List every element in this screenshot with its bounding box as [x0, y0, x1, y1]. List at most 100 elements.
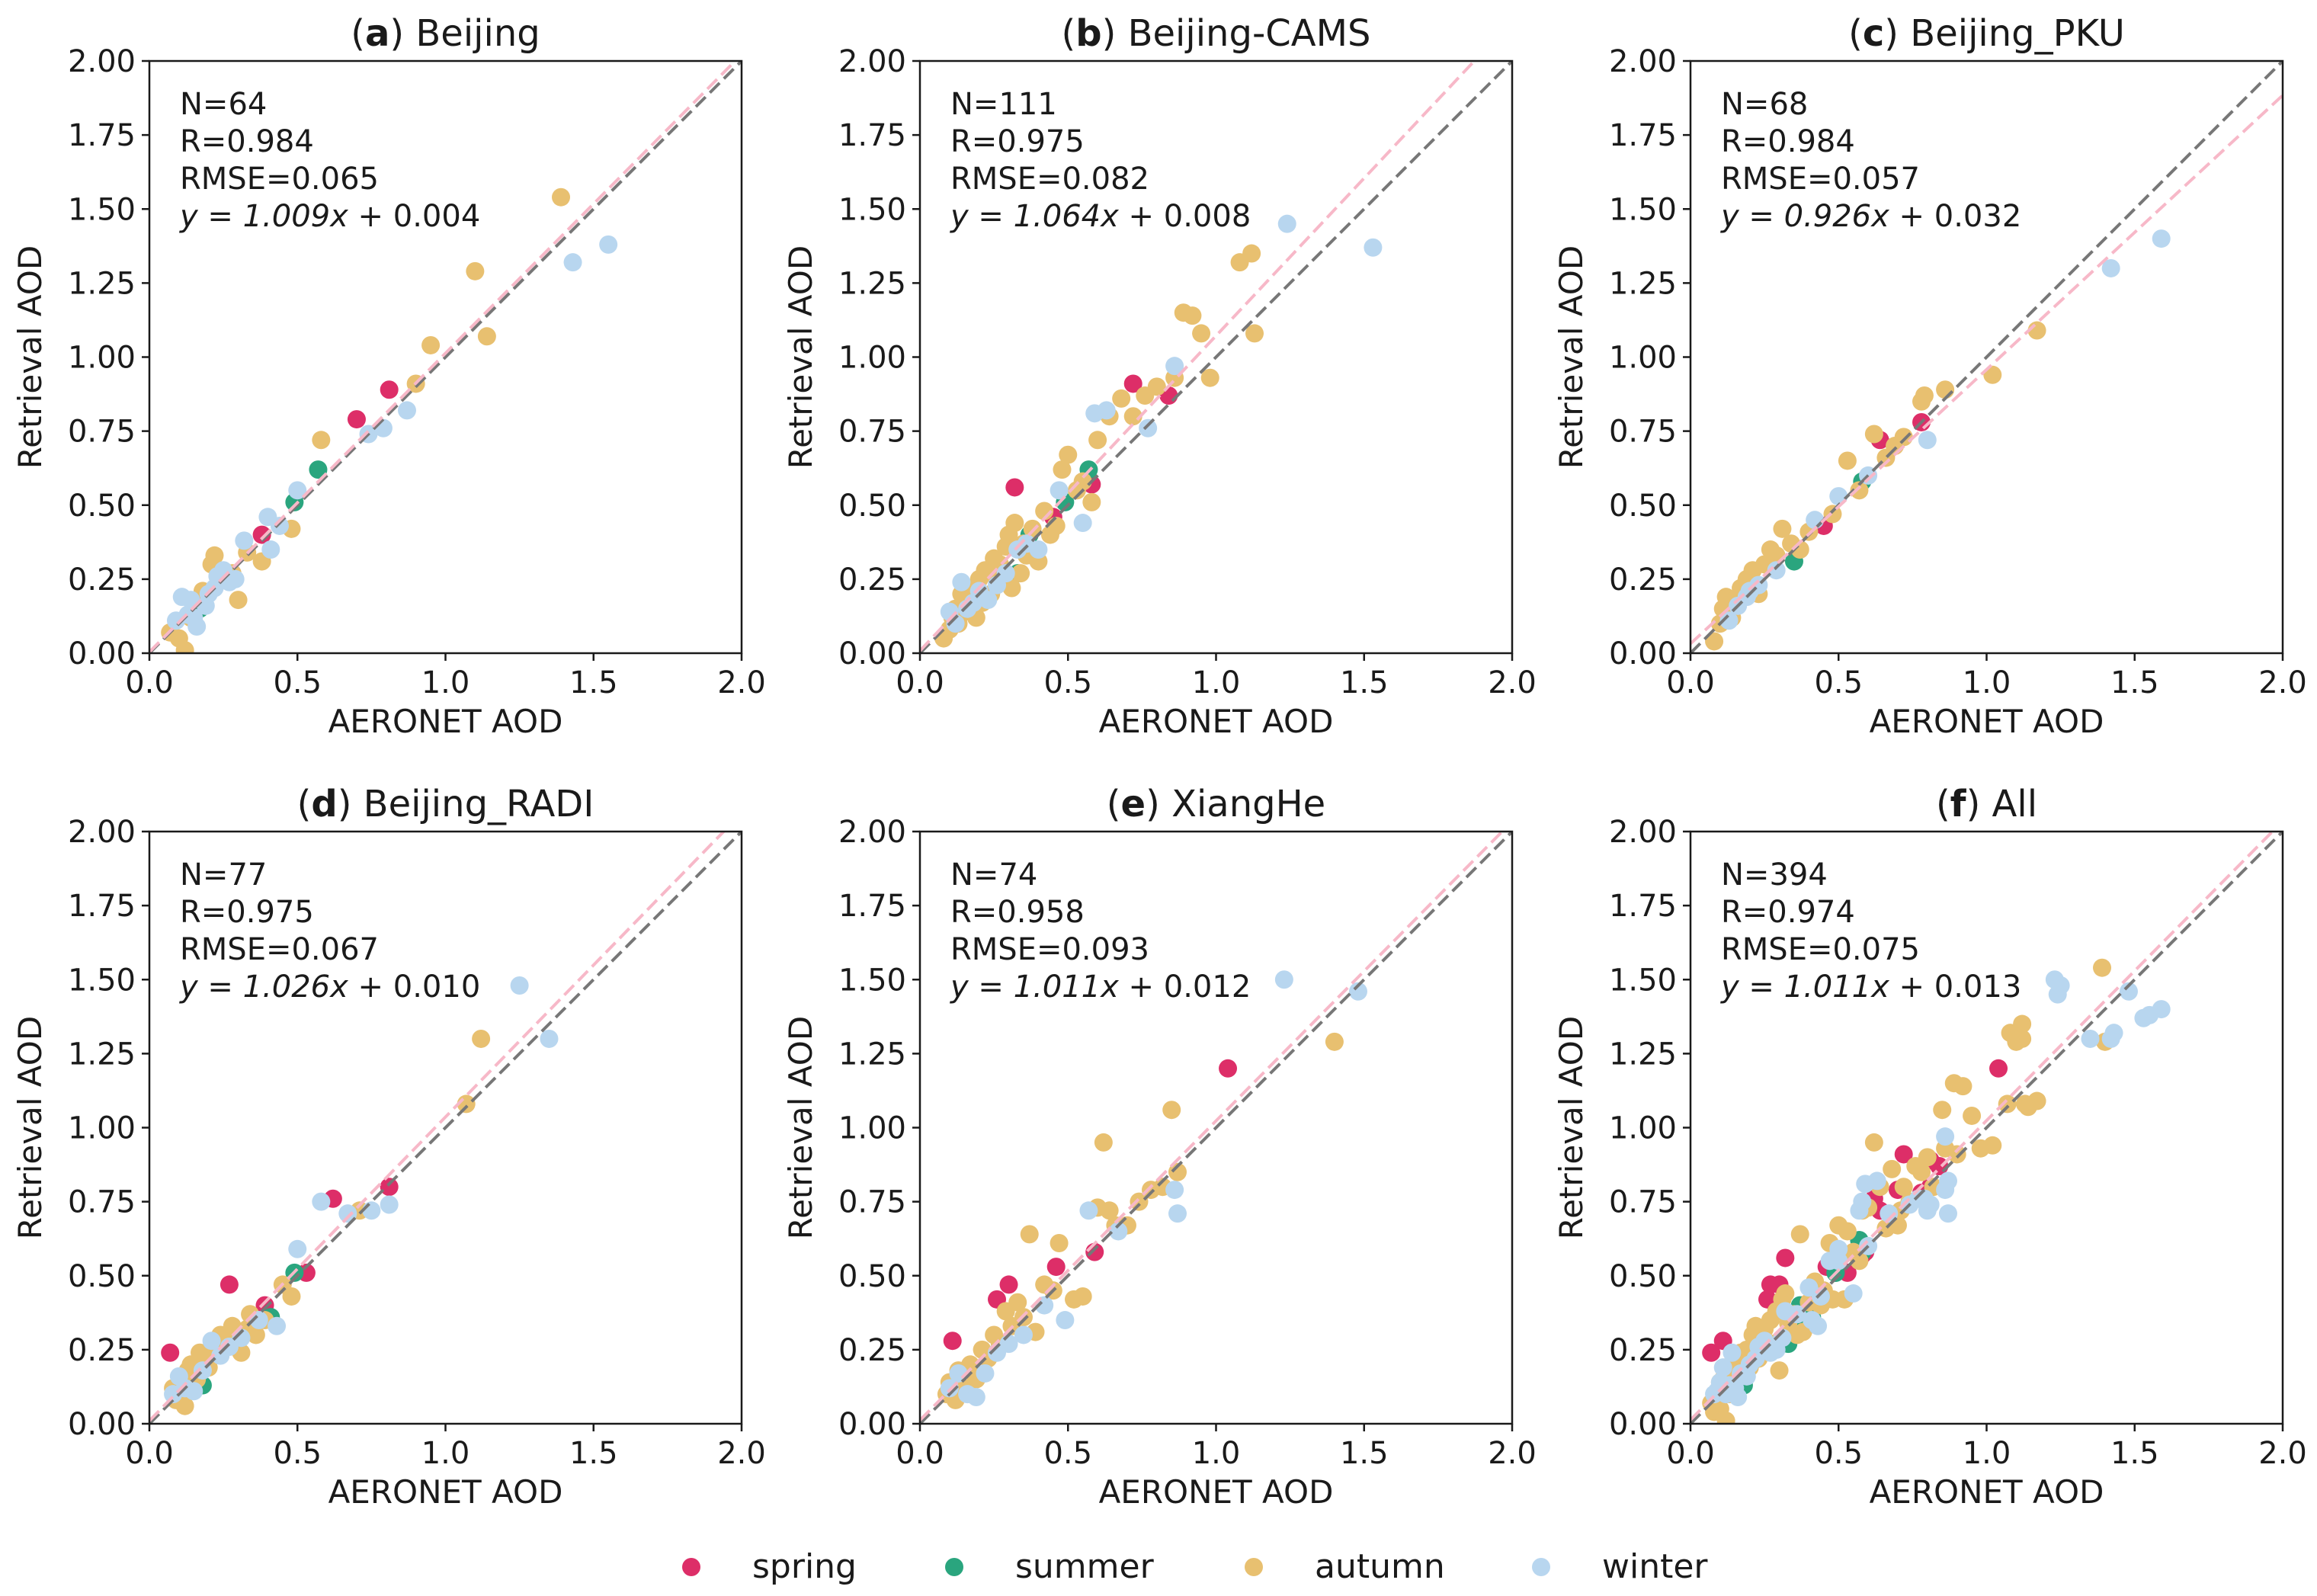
point-autumn: [1918, 1148, 1937, 1167]
x-axis-label: AERONET AOD: [1870, 1473, 2104, 1511]
y-tick-label: 0.25: [68, 562, 136, 598]
y-tick-label: 0.00: [1609, 1407, 1677, 1442]
one-to-one-line: [1690, 832, 2283, 1424]
panel-letter: c: [1863, 12, 1884, 55]
y-tick-label: 1.25: [1609, 266, 1677, 301]
point-autumn: [1094, 1133, 1113, 1152]
fit-equation: y = 1.026x + 0.010: [179, 969, 480, 1005]
y-tick-label: 1.75: [838, 889, 906, 924]
point-spring: [380, 380, 399, 399]
point-autumn: [1046, 516, 1066, 535]
point-autumn: [1192, 324, 1211, 343]
point-spring: [252, 525, 271, 544]
point-spring: [943, 1332, 962, 1351]
point-winter: [235, 531, 254, 550]
x-tick-label: 0.5: [273, 1436, 322, 1471]
y-tick-label: 1.50: [68, 192, 136, 227]
point-winter: [1938, 1171, 1957, 1191]
point-autumn: [205, 546, 224, 565]
point-autumn: [1850, 1251, 1869, 1271]
stat-r: R=0.975: [950, 124, 1085, 159]
panel-site: Beijing: [415, 12, 540, 55]
y-tick-label: 2.00: [838, 44, 906, 79]
x-tick-label: 1.5: [2110, 1436, 2159, 1471]
point-winter: [249, 1311, 268, 1330]
point-winter: [1139, 418, 1158, 437]
y-tick-label: 0.75: [1609, 1185, 1677, 1220]
point-autumn: [1242, 244, 1261, 263]
reference-lines: [920, 832, 1512, 1424]
reference-lines: [149, 61, 742, 653]
point-winter: [1073, 514, 1092, 533]
panel-title: (f) All: [1936, 783, 2037, 825]
panel-site: All: [1992, 783, 2038, 825]
point-autumn: [1850, 481, 1869, 500]
y-tick-label: 0.00: [838, 636, 906, 671]
point-winter: [288, 1239, 307, 1258]
y-tick-label: 1.75: [1609, 889, 1677, 924]
point-winter: [1079, 1201, 1098, 1220]
legend: spring summer autumn winter: [682, 1547, 1708, 1586]
point-winter: [1806, 511, 1825, 530]
x-axis-label: AERONET AOD: [1099, 1473, 1334, 1511]
y-tick-label: 0.50: [838, 489, 906, 524]
x-tick-label: 1.0: [1963, 1436, 2011, 1471]
point-autumn: [1147, 377, 1166, 396]
fit-line: [149, 61, 738, 653]
y-axis-label: Retrieval AOD: [782, 1016, 819, 1239]
point-winter: [1936, 1127, 1955, 1146]
y-tick-label: 0.00: [68, 636, 136, 671]
point-winter: [1029, 540, 1048, 559]
stat-rmse: RMSE=0.067: [180, 932, 379, 967]
point-winter: [996, 564, 1015, 583]
x-tick-label: 0.5: [1043, 1436, 1092, 1471]
y-tick-label: 1.75: [838, 118, 906, 153]
point-autumn: [1838, 1222, 1857, 1241]
point-autumn: [1790, 1225, 1809, 1244]
point-autumn: [312, 431, 331, 450]
point-winter: [1277, 214, 1296, 233]
stat-r: R=0.975: [180, 895, 314, 930]
y-tick-label: 1.00: [68, 1111, 136, 1146]
point-autumn: [1073, 1287, 1092, 1306]
point-autumn: [229, 591, 248, 610]
point-autumn: [1112, 389, 1131, 408]
point-autumn: [1915, 386, 1934, 405]
equation-intercept: + 0.008: [1119, 199, 1251, 234]
y-tick-label: 1.00: [1609, 341, 1677, 376]
point-winter: [2104, 1024, 2123, 1043]
point-autumn: [1776, 1284, 1795, 1303]
fit-line: [1690, 94, 2283, 646]
point-autumn: [1088, 431, 1107, 450]
y-tick-label: 0.50: [68, 489, 136, 524]
x-tick-label: 1.5: [1340, 665, 1389, 700]
point-winter: [540, 1029, 559, 1048]
reference-lines: [920, 61, 1512, 653]
y-axis-label: Retrieval AOD: [1553, 1016, 1590, 1239]
point-winter: [362, 1201, 381, 1220]
x-tick-label: 0.0: [125, 665, 174, 700]
stat-n: N=77: [180, 857, 267, 893]
one-to-one-line: [920, 832, 1512, 1424]
point-winter: [1719, 611, 1739, 630]
fit-line: [149, 832, 726, 1422]
point-autumn: [1082, 492, 1101, 511]
panel-title: (b) Beijing-CAMS: [1062, 12, 1371, 55]
panel-c: (c) Beijing_PKU 0.0 0.5 1.0 1.5 2.0 0.00 0.25 0.…: [1553, 12, 2307, 740]
point-autumn: [1073, 472, 1092, 491]
point-winter: [1938, 1204, 1957, 1223]
point-autumn: [1005, 514, 1024, 533]
fit-equation: y = 1.064x + 0.008: [950, 199, 1251, 234]
one-to-one-line: [920, 61, 1512, 653]
stat-n: N=68: [1721, 87, 1808, 122]
point-spring: [1776, 1248, 1795, 1268]
point-autumn: [1011, 564, 1030, 583]
panel-e: (e) XiangHe 0.0 0.5 1.0 1.5 2.0 0.00 0.25 0.50 0.…: [782, 783, 1537, 1511]
y-tick-label: 1.50: [68, 963, 136, 998]
stat-rmse: RMSE=0.065: [180, 162, 379, 197]
point-winter: [270, 516, 289, 535]
equation-intercept: + 0.010: [348, 969, 480, 1005]
point-winter: [312, 1192, 331, 1211]
reference-lines: [149, 832, 742, 1424]
point-winter: [952, 572, 971, 591]
